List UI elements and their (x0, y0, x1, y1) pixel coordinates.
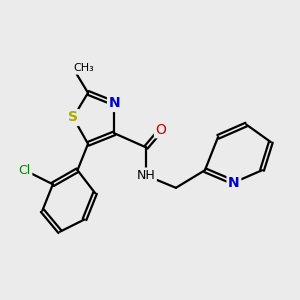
Text: NH: NH (137, 169, 155, 182)
Text: O: O (155, 123, 167, 137)
Text: N: N (109, 96, 120, 110)
Text: N: N (228, 176, 240, 190)
Text: Cl: Cl (19, 164, 31, 177)
Text: S: S (68, 110, 78, 124)
Text: CH₃: CH₃ (73, 63, 94, 73)
